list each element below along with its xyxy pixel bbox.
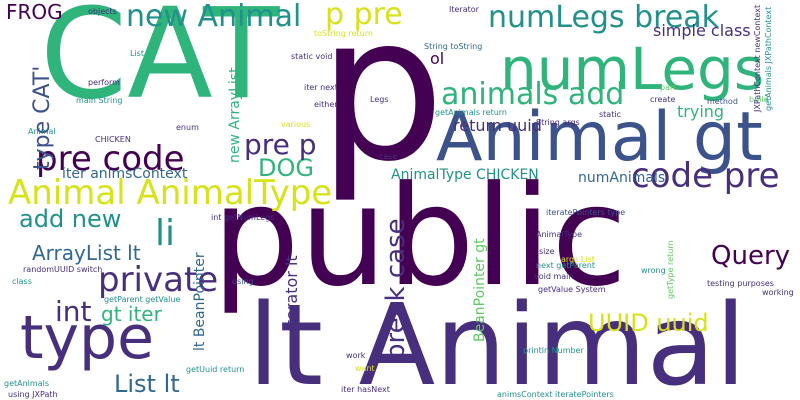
word-void-main: void main [534, 272, 574, 281]
word-getanimals: getAnimals [4, 379, 49, 388]
word-iter-next: iter next [304, 83, 338, 92]
word-class: class [12, 277, 32, 286]
word-want: want [355, 364, 375, 373]
word-enum: enum [176, 123, 199, 132]
word-gettype-return: getType return [666, 240, 675, 299]
word-int: int [55, 295, 92, 328]
word-static-void: static void [291, 52, 333, 61]
word-numlegs: numLegs [500, 35, 765, 103]
word-code-pre: code pre [631, 156, 780, 196]
word-next-getparent: next getParent [536, 261, 596, 270]
word-various: various [281, 120, 311, 129]
word-new-arraylist: new ArrayList [227, 67, 243, 163]
word-pre-code: pre code [36, 139, 185, 179]
word-int-getnumlegs: int getNumLegs [211, 213, 275, 222]
word-string-args: String args [536, 118, 580, 127]
word-getanimals-jxpathcontext: getAnimals JXPathContext [764, 6, 773, 111]
word-li: li [155, 213, 176, 254]
word-case: case [379, 152, 398, 161]
word-tostring-return: toString return [314, 29, 373, 38]
word-getuuid-return: getUuid return [186, 365, 245, 374]
word-iter-hasnext: iter hasNext [341, 385, 390, 394]
word-return-uuid: return uuid [453, 116, 542, 135]
word-arraylist-lt: ArrayList lt [32, 241, 141, 265]
word-jxpathcontext-newcontext: JXPathContext newContext [753, 4, 762, 112]
word-cat: CAT [40, 0, 280, 127]
word-lt-beanpointer: lt BeanPointer [192, 252, 208, 351]
word-list-lt: List lt [114, 370, 180, 398]
word-work: work [346, 351, 366, 360]
word-perform: perform [88, 78, 120, 87]
word-iteratepointers-type: iteratePointers type [546, 208, 626, 217]
word-main-string: main String [76, 96, 123, 105]
word-build: build [749, 95, 769, 104]
word-numlegs-break: numLegs break [488, 0, 720, 35]
word-chicken: CHICKEN [95, 135, 131, 144]
word-animal-gt: Animal gt [436, 98, 763, 177]
word-string-tostring: String toString [424, 42, 483, 51]
word-testing-purposes: testing purposes [707, 279, 774, 288]
word-getanimals-return: getAnimals return [435, 108, 507, 117]
word-dog: DOG [258, 154, 314, 182]
word-animaltype: AnimalType [536, 230, 583, 239]
word-add-new: add new [19, 205, 122, 233]
word-animaltype-chicken: AnimalType CHICKEN [391, 167, 539, 183]
word-animal-animaltype: Animal AnimalType [8, 173, 333, 213]
word-static: static [599, 110, 621, 119]
word-private: private [98, 260, 219, 300]
word-using-jxpath: using JXPath [8, 390, 58, 399]
word-new-animal: new Animal [126, 0, 302, 34]
word-create: create [650, 95, 676, 104]
word-animal-small: Animal [28, 127, 56, 136]
word-p: p [318, 0, 445, 206]
word-working: working [762, 288, 794, 297]
word-trying: trying [677, 102, 725, 121]
word-method: method [707, 97, 738, 106]
word-ol: ol [430, 49, 445, 68]
word-animscontext-iteratepointers: animsContext iteratePointers [497, 390, 614, 399]
word-objects: objects [88, 7, 117, 16]
word-type: type [20, 303, 155, 373]
word-list: List [130, 49, 144, 58]
word-uuid-uuid: UUID uuid [588, 309, 709, 337]
word-part: part [660, 83, 677, 92]
word-query: Query [711, 241, 791, 271]
word-break-case: break case [381, 218, 411, 360]
word-animals-add: animals add [441, 77, 625, 112]
word-numanimals: numAnimals [578, 170, 666, 186]
word-simple-class: simple class [653, 21, 751, 40]
word-iter-animscontext: iter animsContext [62, 166, 188, 182]
word-pre-p: pre p [244, 128, 317, 161]
word-gt-iter: gt iter [101, 302, 162, 326]
word-beanpointer-gt: BeanPointer gt [472, 238, 488, 342]
word-lt-animal: lt Animal [248, 281, 747, 400]
word-legs: Legs [370, 95, 389, 104]
word-iterator-lt: Iterator lt [282, 255, 301, 331]
word-println-number: println Number [523, 346, 584, 355]
word-iterator: Iterator [449, 5, 479, 14]
word-getparent-getvalue: getParent getValue [104, 295, 181, 304]
word-frog: FROG [6, 0, 63, 24]
word-using: using [232, 277, 254, 286]
word-wrong: wrong [641, 266, 666, 275]
word-randomuuid-switch: randomUUID switch [23, 265, 103, 274]
word-size: size [539, 247, 555, 256]
word-p-pre: p pre [325, 0, 403, 32]
word-type-cat: type CAT' [30, 65, 55, 170]
word-either: either [314, 100, 338, 109]
word-getvalue-system: getValue System [538, 285, 606, 294]
word-public: public [212, 156, 628, 317]
word-args-list: args List [561, 255, 595, 264]
